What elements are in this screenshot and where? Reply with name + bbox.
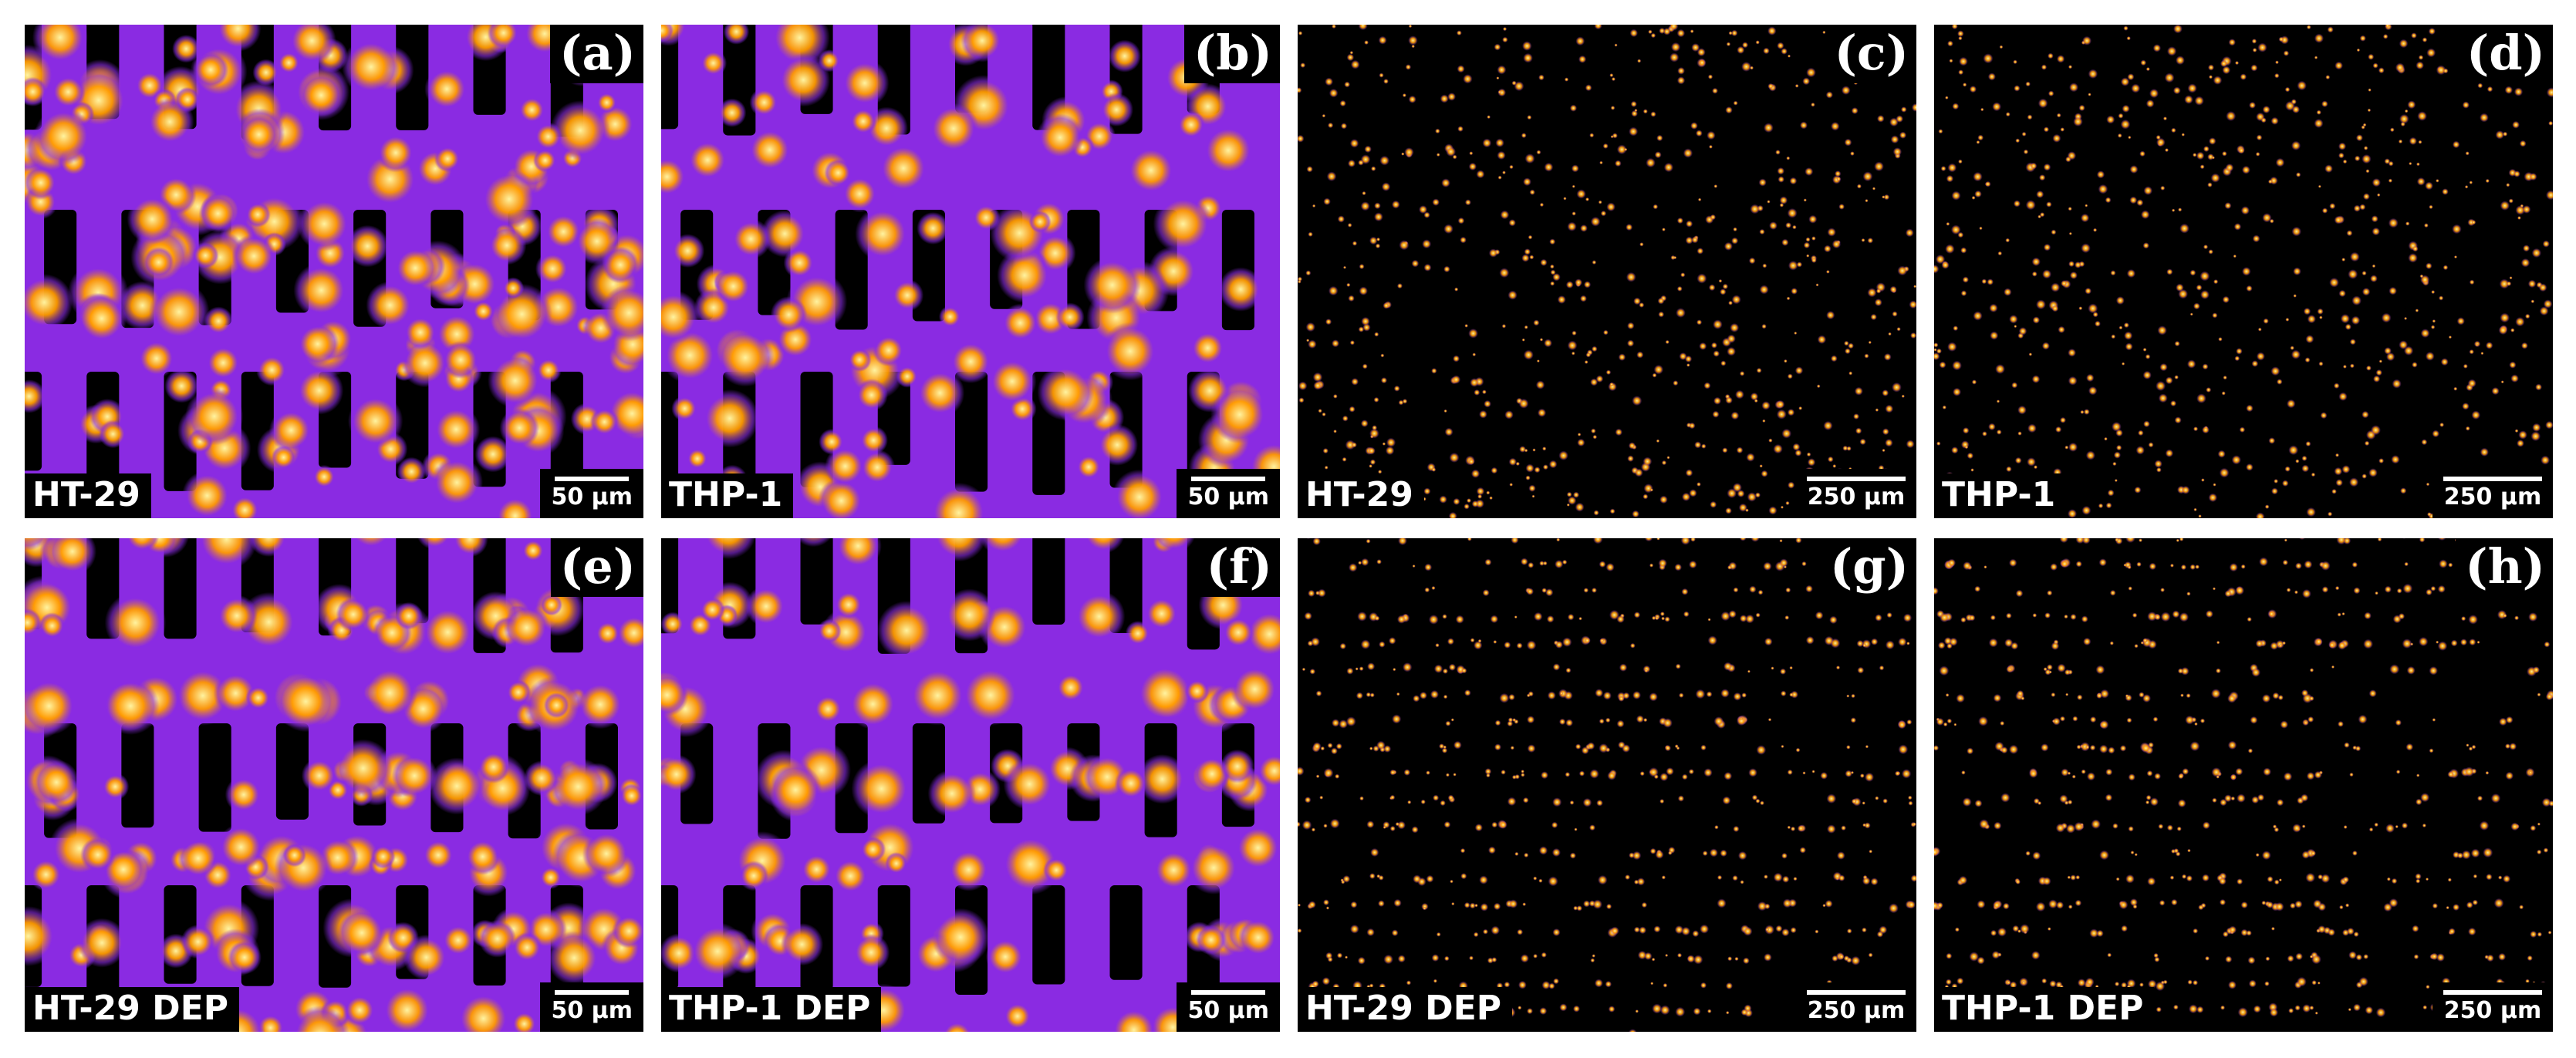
scale-bar-label-b: 50 µm (1187, 484, 1269, 510)
scale-bar-label-c: 250 µm (1807, 484, 1906, 510)
micrograph-panel-e: (e) HT-29 DEP 50 µm (25, 538, 643, 1032)
sample-label-b: THP-1 (661, 473, 794, 518)
sample-label-f: THP-1 DEP (661, 987, 882, 1032)
scale-bar-f: 50 µm (1177, 982, 1280, 1032)
micrograph-panel-f: (f) THP-1 DEP 50 µm (661, 538, 1280, 1032)
micrograph-image-c (1298, 25, 1916, 518)
sample-label-e: HT-29 DEP (25, 987, 240, 1032)
micrograph-panel-h: (h) THP-1 DEP 250 µm (1934, 538, 2553, 1032)
panel-letter-b: (b) (1183, 25, 1280, 83)
micrograph-image-d (1934, 25, 2553, 518)
sample-label-g: HT-29 DEP (1298, 987, 1513, 1032)
micrograph-panel-a: (a) HT-29 50 µm (25, 25, 643, 518)
sample-label-a: HT-29 (25, 473, 151, 518)
scale-bar-c: 250 µm (1796, 469, 1916, 518)
scale-bar-b: 50 µm (1177, 469, 1280, 518)
panel-letter-d: (d) (2456, 25, 2553, 83)
sample-label-d: THP-1 (1934, 473, 2067, 518)
scale-bar-label-a: 50 µm (551, 484, 633, 510)
micrograph-image-g (1298, 538, 1916, 1032)
micrograph-panel-b: (b) THP-1 50 µm (661, 25, 1280, 518)
panel-letter-f: (f) (1197, 538, 1280, 597)
scale-bar-g: 250 µm (1796, 982, 1916, 1032)
scale-bar-label-g: 250 µm (1807, 997, 1906, 1024)
micrograph-image-f (661, 538, 1280, 1032)
scale-bar-label-f: 50 µm (1187, 997, 1269, 1024)
micrograph-panel-g: (g) HT-29 DEP 250 µm (1298, 538, 1916, 1032)
panel-letter-c: (c) (1825, 25, 1916, 83)
micrograph-image-b (661, 25, 1280, 518)
scale-bar-label-h: 250 µm (2443, 997, 2542, 1024)
sample-label-h: THP-1 DEP (1934, 987, 2155, 1032)
micrograph-image-a (25, 25, 643, 518)
scale-bar-label-e: 50 µm (551, 997, 633, 1024)
scale-bar-a: 50 µm (540, 469, 643, 518)
panel-letter-g: (g) (1820, 538, 1916, 597)
scale-bar-e: 50 µm (540, 982, 643, 1032)
scale-bar-label-d: 250 µm (2443, 484, 2542, 510)
panel-letter-h: (h) (2456, 538, 2553, 597)
micrograph-image-e (25, 538, 643, 1032)
micrograph-panel-d: (d) THP-1 250 µm (1934, 25, 2553, 518)
panel-letter-e: (e) (550, 538, 643, 597)
micrograph-image-h (1934, 538, 2553, 1032)
scale-bar-d: 250 µm (2433, 469, 2553, 518)
micrograph-panel-c: (c) HT-29 250 µm (1298, 25, 1916, 518)
panel-letter-a: (a) (550, 25, 643, 83)
sample-label-c: HT-29 (1298, 473, 1424, 518)
scale-bar-h: 250 µm (2433, 982, 2553, 1032)
